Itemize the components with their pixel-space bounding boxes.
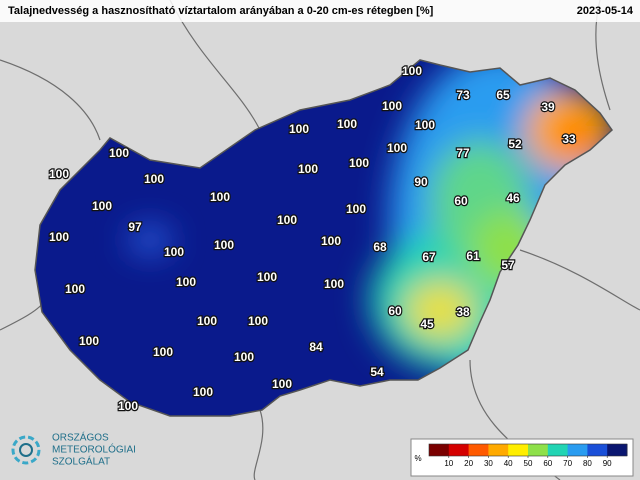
station-value: 100 <box>118 399 138 413</box>
station-value: 33 <box>562 132 576 146</box>
colorbar-tick-label: 20 <box>464 459 473 468</box>
station-value: 100 <box>257 270 277 284</box>
station-value: 100 <box>272 377 292 391</box>
colorbar-tick-label: 80 <box>583 459 592 468</box>
colorbar-segment <box>508 444 529 456</box>
station-value: 100 <box>387 141 407 155</box>
station-value: 100 <box>176 275 196 289</box>
colorbar-segment <box>488 444 509 456</box>
station-value: 100 <box>210 190 230 204</box>
logo-line: ORSZÁGOS <box>52 431 109 444</box>
station-value: 100 <box>337 117 357 131</box>
station-value: 100 <box>298 162 318 176</box>
colorbar-tick-label: 30 <box>484 459 493 468</box>
colorbar-tick-label: 70 <box>563 459 572 468</box>
station-value: 100 <box>197 314 217 328</box>
station-value: 100 <box>109 146 129 160</box>
station-value: 68 <box>373 240 387 254</box>
station-value: 77 <box>456 146 470 160</box>
station-value: 100 <box>144 172 164 186</box>
station-value: 100 <box>248 314 268 328</box>
colorbar-tick-label: 60 <box>543 459 552 468</box>
station-value: 100 <box>349 156 369 170</box>
colorbar-segment <box>448 444 470 456</box>
station-value: 60 <box>388 304 402 318</box>
station-value: 100 <box>289 122 309 136</box>
colorbar-tick-label: 90 <box>603 459 612 468</box>
colorbar: 10 20 30 40 50 60 70 80 90 <box>428 443 628 468</box>
station-value: 100 <box>321 234 341 248</box>
station-value: 52 <box>508 137 522 151</box>
station-value: 100 <box>49 230 69 244</box>
station-labels: 100 73 65 39 100 100 100 100 52 33 100 100 77 100 100 1… <box>48 63 577 414</box>
station-value: 100 <box>214 238 234 252</box>
date: 2023-05-14 <box>577 5 634 17</box>
colorbar-segment <box>587 444 608 456</box>
colorbar-tick-label: 10 <box>444 459 453 468</box>
station-value: 100 <box>92 199 112 213</box>
station-value: 100 <box>153 345 173 359</box>
station-value: 54 <box>370 365 384 379</box>
station-value: 84 <box>309 340 323 354</box>
colorbar-tick-label: 40 <box>504 459 513 468</box>
colorbar-segment <box>468 444 489 456</box>
station-value: 100 <box>164 245 184 259</box>
colorbar-tick-label: 50 <box>524 459 533 468</box>
station-value: 100 <box>415 118 435 132</box>
station-value: 61 <box>466 249 480 263</box>
station-value: 100 <box>49 167 69 181</box>
station-value: 100 <box>382 99 402 113</box>
station-value: 100 <box>79 334 99 348</box>
logo-line: SZOLGÁLAT <box>52 455 110 468</box>
logo-line: METEOROLÓGIAI <box>52 443 136 456</box>
station-value: 46 <box>506 191 520 205</box>
station-value: 100 <box>193 385 213 399</box>
station-value: 100 <box>65 282 85 296</box>
station-value: 90 <box>414 175 428 189</box>
station-value: 57 <box>501 258 515 272</box>
colorbar-segment <box>429 444 450 456</box>
colorbar-segment <box>528 444 549 456</box>
station-value: 97 <box>128 220 142 234</box>
station-value: 65 <box>496 88 510 102</box>
logo: ORSZÁGOS METEOROLÓGIAI SZOLGÁLAT <box>11 431 136 468</box>
station-value: 100 <box>324 277 344 291</box>
colorbar-segment <box>607 444 628 456</box>
station-value: 100 <box>277 213 297 227</box>
station-value: 73 <box>456 88 470 102</box>
station-value: 60 <box>454 194 468 208</box>
colorbar-segment <box>567 444 588 456</box>
station-value: 100 <box>346 202 366 216</box>
station-value: 100 <box>402 64 422 78</box>
title: Talajnedvesség a hasznosítható víztartal… <box>8 5 434 17</box>
station-value: 38 <box>456 305 470 319</box>
colorbar-segment <box>547 444 569 456</box>
legend-unit: % <box>414 454 421 463</box>
header-bar <box>0 0 640 22</box>
station-value: 67 <box>422 250 436 264</box>
station-value: 39 <box>541 100 555 114</box>
station-value: 45 <box>420 317 434 331</box>
station-value: 100 <box>234 350 254 364</box>
